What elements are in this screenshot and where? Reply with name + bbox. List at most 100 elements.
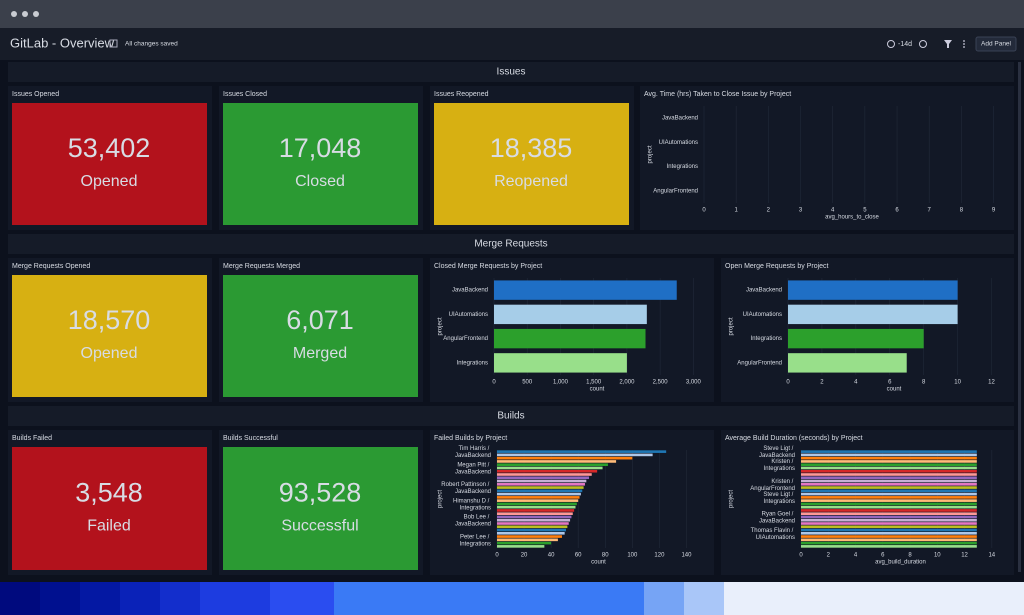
window-dot [22, 11, 28, 17]
x-tick-label: 0 [495, 553, 499, 559]
bar [801, 522, 977, 525]
panel-title: Issues Closed [223, 91, 267, 98]
chart-title: Open Merge Requests by Project [725, 263, 829, 270]
bar [497, 528, 567, 532]
stat-value: 53,402 [68, 133, 151, 163]
y-tick-label: JavaBackend [746, 288, 782, 294]
folder-icon[interactable] [109, 39, 118, 48]
panel [640, 86, 1014, 230]
x-axis-label: count [590, 387, 605, 393]
bar [497, 541, 552, 545]
label-line: Steve Ligt / [763, 446, 795, 452]
bar [497, 463, 608, 467]
x-tick-label: 3 [799, 208, 803, 214]
x-tick-label: 2,500 [653, 380, 669, 386]
bar [801, 545, 977, 548]
refresh-icon[interactable] [919, 40, 927, 48]
y-tick-label: Steve Ligt / Integrations [763, 491, 795, 504]
strip-block [40, 582, 80, 615]
bar [801, 469, 977, 473]
y-tick-label: Peter Lee / Integrations [460, 534, 491, 547]
x-tick-label: 2 [827, 553, 831, 559]
bar [801, 518, 977, 522]
strip-block [684, 582, 724, 615]
bar [497, 522, 569, 525]
bar [801, 463, 977, 467]
stat-tile [12, 275, 207, 397]
bar [494, 328, 646, 349]
x-tick-label: 6 [881, 553, 885, 559]
add-panel-button[interactable] [975, 36, 1017, 52]
y-tick-label: Tim Harris / JavaBackend [455, 446, 491, 459]
menu-icon[interactable] [963, 43, 965, 45]
x-tick-label: 9 [992, 208, 996, 214]
bar [497, 473, 592, 476]
header-bar [0, 28, 1024, 60]
label-line: Integrations [764, 498, 795, 504]
menu-icon[interactable] [963, 46, 965, 48]
strip-block [200, 582, 270, 615]
bar [801, 525, 977, 529]
chart-title: Average Build Duration (seconds) by Proj… [725, 435, 863, 442]
y-tick-label: UIAutomations [743, 312, 782, 318]
bar [801, 460, 977, 463]
bar [497, 476, 590, 480]
x-tick-label: 1 [735, 208, 739, 214]
clock-icon[interactable] [887, 40, 895, 48]
add-panel-label[interactable]: Add Panel [981, 41, 1012, 48]
label-line: JavaBackend [455, 489, 491, 495]
filter-icon[interactable] [944, 40, 952, 48]
scrollbar[interactable] [1018, 62, 1021, 572]
stat-value: 93,528 [279, 478, 362, 508]
time-range[interactable]: -14d [898, 41, 912, 48]
bar [801, 456, 977, 460]
stat-caption: Closed [295, 173, 345, 190]
x-axis-label: avg_hours_to_close [825, 215, 879, 221]
bar [801, 515, 977, 519]
label-line: JavaBackend [759, 453, 795, 459]
x-tick-label: 2,000 [619, 380, 635, 386]
bar [801, 509, 977, 512]
y-tick-label: Integrations [751, 336, 782, 342]
label-line: Kristen / [771, 478, 795, 484]
stat-value: 6,071 [286, 305, 354, 335]
x-tick-label: 500 [522, 380, 533, 386]
stat-value: 18,385 [490, 133, 573, 163]
bar [801, 453, 977, 457]
bar [801, 505, 977, 509]
y-axis-label: project [729, 317, 735, 335]
bar [497, 450, 667, 453]
label-line: Integrations [764, 466, 795, 472]
menu-icon[interactable] [963, 40, 965, 42]
bar [801, 512, 977, 516]
stat-tile [223, 275, 418, 397]
bar [801, 528, 977, 532]
x-tick-label: 10 [954, 380, 961, 386]
chart-title: Closed Merge Requests by Project [434, 263, 542, 270]
bar [801, 486, 977, 489]
x-tick-label: 14 [988, 553, 995, 559]
bar [801, 538, 977, 542]
x-tick-label: 12 [961, 553, 968, 559]
label-line: Tim Harris / [459, 446, 491, 452]
bar [801, 450, 977, 453]
x-tick-label: 7 [928, 208, 932, 214]
x-tick-label: 100 [627, 553, 638, 559]
bar [494, 353, 627, 373]
panel-title: Merge Requests Merged [223, 263, 300, 270]
stat-value: 18,570 [68, 305, 151, 335]
label-line: JavaBackend [455, 521, 491, 527]
y-tick-label: UIAutomations [449, 312, 488, 318]
panel-title: Builds Failed [12, 435, 52, 442]
label-line: AngularFrontend [750, 485, 795, 491]
panel-title: Builds Successful [223, 435, 278, 442]
bar [801, 492, 977, 496]
y-tick-label: JavaBackend [662, 116, 698, 122]
bar [497, 509, 575, 512]
bar [497, 466, 603, 470]
strip-block [80, 582, 120, 615]
x-tick-label: 80 [602, 553, 609, 559]
stat-value: 3,548 [75, 478, 143, 508]
